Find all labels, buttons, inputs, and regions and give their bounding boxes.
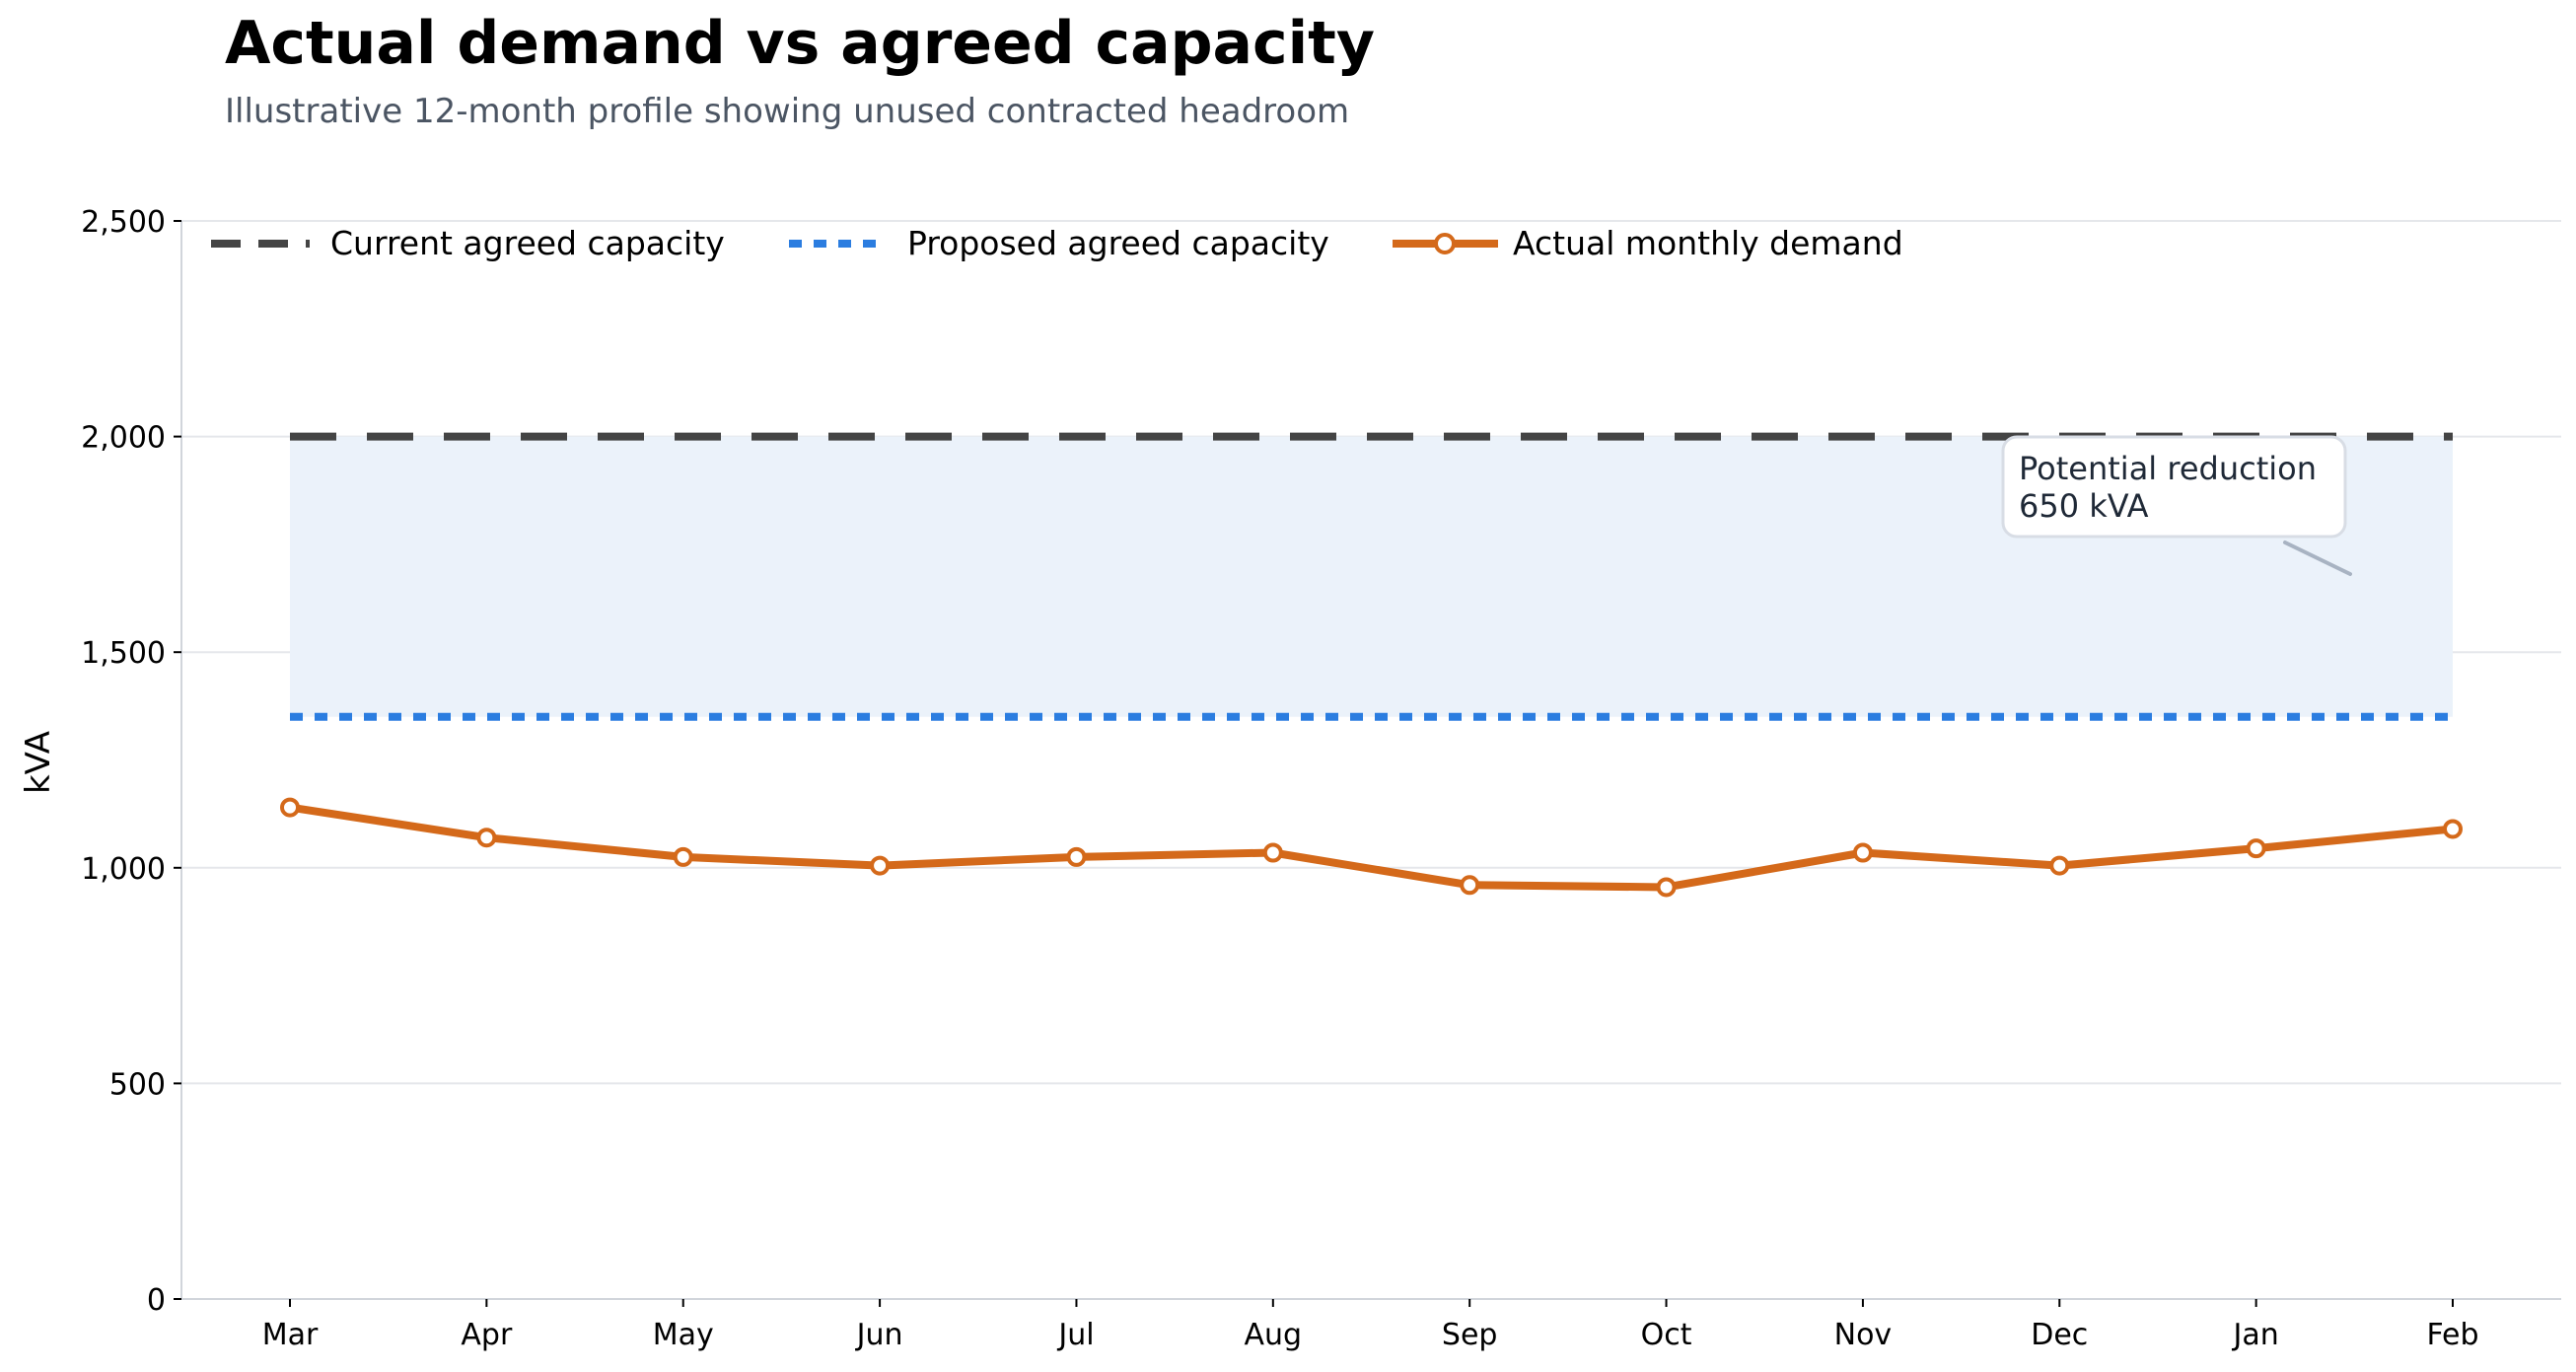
- data-point: [2049, 855, 2070, 876]
- data-point: [1262, 842, 1283, 863]
- y-tick-label: 2,000: [81, 421, 166, 456]
- legend-item-actual: Actual monthly demand: [1393, 224, 1903, 262]
- data-point: [2246, 838, 2266, 859]
- annotation-line1: Potential reduction: [2019, 450, 2317, 487]
- x-tick-label: May: [653, 1318, 714, 1352]
- legend-item-proposed: Proposed agreed capacity: [789, 224, 1329, 262]
- data-point: [1656, 877, 1677, 898]
- data-point: [1852, 842, 1873, 863]
- annotation-line2: 650 kVA: [2019, 487, 2149, 525]
- x-tick-label: Sep: [1442, 1318, 1498, 1352]
- x-tick-label: Apr: [461, 1318, 513, 1352]
- legend-item-current: Current agreed capacity: [211, 224, 725, 262]
- chart-title: Actual demand vs agreed capacity: [225, 9, 1375, 78]
- legend: Current agreed capacity Proposed agreed …: [211, 224, 1903, 262]
- x-tick-label: Mar: [262, 1318, 319, 1352]
- legend-label-current: Current agreed capacity: [330, 224, 725, 262]
- y-ticks: 0 500 1,000 1,500 2,000 2,500: [81, 205, 181, 1318]
- y-tick-label: 0: [147, 1283, 166, 1318]
- x-ticks: Mar Apr May Jun Jul Aug Sep Oct Nov Dec Jan Feb: [262, 1299, 2479, 1352]
- series-line-2: [289, 803, 2454, 892]
- x-tick-label: Aug: [1245, 1318, 1303, 1352]
- data-point: [2443, 819, 2463, 839]
- legend-label-proposed: Proposed agreed capacity: [907, 224, 1329, 262]
- data-point: [1460, 875, 1480, 896]
- x-tick-label: Nov: [1834, 1318, 1893, 1352]
- y-tick-label: 2,500: [81, 205, 166, 240]
- legend-marker-actual: [1434, 233, 1456, 254]
- legend-label-actual: Actual monthly demand: [1513, 224, 1903, 262]
- data-point: [280, 797, 300, 818]
- data-point: [870, 855, 891, 876]
- y-tick-label: 500: [109, 1067, 166, 1102]
- data-point: [673, 846, 693, 867]
- x-tick-label: Dec: [2031, 1318, 2088, 1352]
- x-tick-label: Oct: [1641, 1318, 1692, 1352]
- annotation-connector: [2283, 541, 2352, 576]
- data-point: [476, 828, 497, 848]
- x-tick-label: Feb: [2426, 1318, 2478, 1352]
- y-tick-label: 1,500: [81, 636, 166, 671]
- annotation: Potential reduction 650 kVA: [2001, 435, 2352, 576]
- annotation-box: [2001, 435, 2347, 539]
- x-tick-label: Jun: [855, 1318, 903, 1352]
- x-tick-label: Jul: [1056, 1318, 1094, 1352]
- y-tick-label: 1,000: [81, 852, 166, 887]
- y-axis-label: kVA: [19, 731, 58, 794]
- chart-subtitle: Illustrative 12-month profile showing un…: [225, 92, 1349, 131]
- x-tick-label: Jan: [2232, 1318, 2279, 1352]
- data-point: [1066, 846, 1087, 867]
